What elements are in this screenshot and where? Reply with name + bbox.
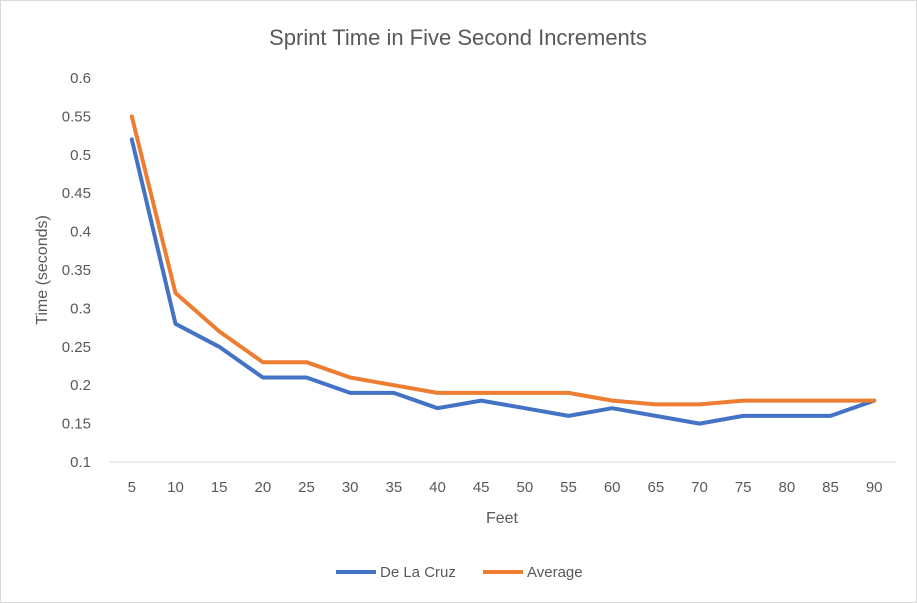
chart-title: Sprint Time in Five Second Increments [269, 25, 647, 50]
y-tick-label: 0.25 [62, 339, 91, 356]
y-tick-label: 0.1 [70, 454, 91, 471]
y-tick-label: 0.35 [62, 262, 91, 279]
y-tick-label: 0.15 [62, 416, 91, 433]
x-tick-label: 25 [298, 479, 315, 496]
x-tick-label: 15 [211, 479, 228, 496]
x-tick-label: 80 [778, 479, 795, 496]
y-axis-ticks: 0.1 0.15 0.2 0.25 0.3 0.35 0.4 0.45 0.5 0.55 0.6 [62, 70, 91, 471]
y-tick-label: 0.2 [70, 377, 91, 394]
y-tick-label: 0.55 [62, 108, 91, 125]
y-tick-label: 0.4 [70, 224, 91, 241]
x-tick-label: 5 [128, 479, 136, 496]
x-tick-label: 55 [560, 479, 577, 496]
y-tick-label: 0.3 [70, 300, 91, 317]
x-axis-ticks: 5 10 15 20 25 30 35 40 45 50 55 60 65 70 75 80 85 90 [128, 479, 883, 496]
series-line-1 [129, 114, 877, 407]
x-tick-label: 65 [647, 479, 664, 496]
legend-label: De La Cruz [380, 564, 456, 581]
x-tick-label: 35 [385, 479, 402, 496]
x-tick-label: 85 [822, 479, 839, 496]
y-tick-label: 0.6 [70, 70, 91, 87]
x-tick-label: 10 [167, 479, 184, 496]
y-tick-label: 0.5 [70, 147, 91, 164]
x-tick-label: 45 [473, 479, 490, 496]
legend: De La Cruz Average [336, 564, 583, 581]
legend-label: Average [527, 564, 583, 581]
y-axis-label: Time (seconds) [34, 215, 51, 325]
x-tick-label: 20 [254, 479, 271, 496]
x-tick-label: 90 [866, 479, 883, 496]
x-axis-label: Feet [486, 510, 519, 527]
series-line-0 [129, 137, 877, 426]
x-tick-label: 75 [735, 479, 752, 496]
x-tick-label: 60 [604, 479, 621, 496]
y-tick-label: 0.45 [62, 185, 91, 202]
x-tick-label: 50 [516, 479, 533, 496]
x-tick-label: 70 [691, 479, 708, 496]
x-tick-label: 40 [429, 479, 446, 496]
series-lines [129, 114, 877, 426]
x-tick-label: 30 [342, 479, 359, 496]
